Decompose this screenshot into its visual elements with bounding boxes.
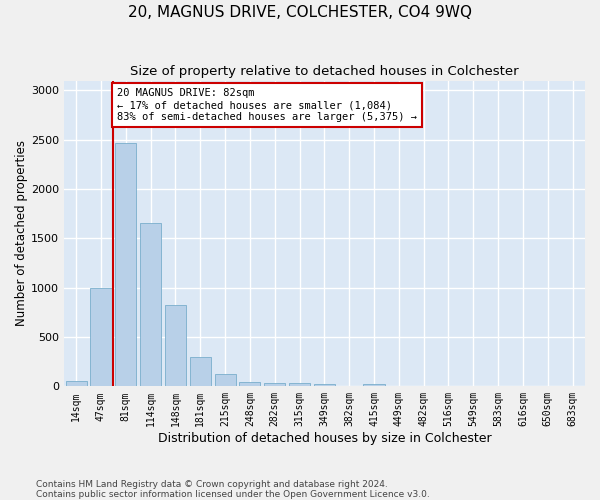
Bar — [215, 374, 236, 386]
Bar — [289, 383, 310, 386]
Bar — [190, 356, 211, 386]
X-axis label: Distribution of detached houses by size in Colchester: Distribution of detached houses by size … — [158, 432, 491, 445]
Text: 20 MAGNUS DRIVE: 82sqm
← 17% of detached houses are smaller (1,084)
83% of semi-: 20 MAGNUS DRIVE: 82sqm ← 17% of detached… — [117, 88, 417, 122]
Bar — [239, 382, 260, 386]
Text: Contains HM Land Registry data © Crown copyright and database right 2024.
Contai: Contains HM Land Registry data © Crown c… — [36, 480, 430, 499]
Bar — [314, 384, 335, 386]
Y-axis label: Number of detached properties: Number of detached properties — [15, 140, 28, 326]
Bar — [364, 384, 385, 386]
Bar — [264, 384, 285, 386]
Bar — [91, 288, 112, 386]
Title: Size of property relative to detached houses in Colchester: Size of property relative to detached ho… — [130, 65, 518, 78]
Bar — [165, 306, 186, 386]
Text: 20, MAGNUS DRIVE, COLCHESTER, CO4 9WQ: 20, MAGNUS DRIVE, COLCHESTER, CO4 9WQ — [128, 5, 472, 20]
Bar — [140, 222, 161, 386]
Bar — [115, 142, 136, 386]
Bar — [65, 382, 87, 386]
